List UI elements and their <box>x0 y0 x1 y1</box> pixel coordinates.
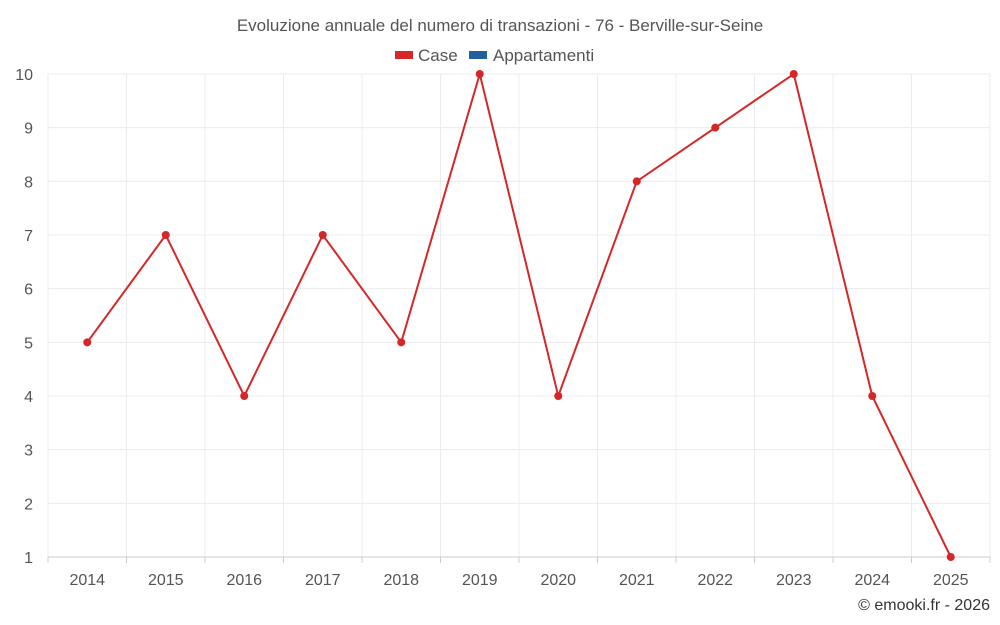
y-tick-label: 4 <box>24 389 33 406</box>
x-tick-label: 2024 <box>854 572 890 589</box>
x-tick-label: 2015 <box>148 572 184 589</box>
data-point-case[interactable] <box>83 338 92 347</box>
y-tick-label: 6 <box>24 282 33 299</box>
series-case <box>83 70 955 561</box>
x-tick-label: 2019 <box>462 572 498 589</box>
y-tick-labels: 1 2 3 4 5 6 7 8 9 10 <box>15 67 33 567</box>
y-tick-label: 10 <box>15 67 33 84</box>
series-line-case <box>86 70 952 558</box>
legend-label-case[interactable]: Case <box>418 46 458 65</box>
legend[interactable]: Case Appartamenti <box>395 46 594 65</box>
x-tick-label: 2023 <box>776 572 812 589</box>
credit-text: © emooki.fr - 2026 <box>858 597 990 614</box>
data-point-case[interactable] <box>397 338 406 347</box>
chart-title: Evoluzione annuale del numero di transaz… <box>237 16 763 35</box>
y-tick-label: 5 <box>24 335 33 352</box>
data-point-case[interactable] <box>240 392 249 400</box>
y-tick-label: 3 <box>24 443 33 460</box>
data-point-case[interactable] <box>475 70 484 78</box>
x-tick-label: 2017 <box>305 572 341 589</box>
x-tick-label: 2020 <box>540 572 576 589</box>
data-point-case[interactable] <box>554 392 563 400</box>
legend-swatch-appartamenti <box>469 51 487 59</box>
axes <box>47 556 991 563</box>
data-point-case[interactable] <box>632 177 641 186</box>
data-point-case[interactable] <box>946 553 955 561</box>
data-point-case[interactable] <box>789 70 798 78</box>
y-tick-label: 1 <box>24 550 33 567</box>
y-tick-label: 2 <box>24 496 33 513</box>
x-tick-label: 2022 <box>697 572 733 589</box>
legend-label-appartamenti[interactable]: Appartamenti <box>493 46 594 65</box>
legend-swatch-case <box>395 51 413 59</box>
x-tick-label: 2018 <box>383 572 419 589</box>
x-tick-label: 2016 <box>226 572 262 589</box>
data-point-case[interactable] <box>711 123 720 132</box>
data-point-case[interactable] <box>318 231 327 239</box>
y-tick-label: 7 <box>24 228 33 245</box>
x-tick-label: 2025 <box>933 572 969 589</box>
y-tick-label: 8 <box>24 174 33 191</box>
data-point-case[interactable] <box>161 231 170 239</box>
x-tick-labels: 2014 2015 2016 2017 2018 2019 2020 2021 2022 2023… <box>69 572 968 589</box>
data-point-case[interactable] <box>868 392 877 400</box>
grid <box>47 73 991 557</box>
x-tick-label: 2014 <box>69 572 105 589</box>
y-tick-label: 9 <box>24 121 33 138</box>
x-tick-label: 2021 <box>619 572 655 589</box>
